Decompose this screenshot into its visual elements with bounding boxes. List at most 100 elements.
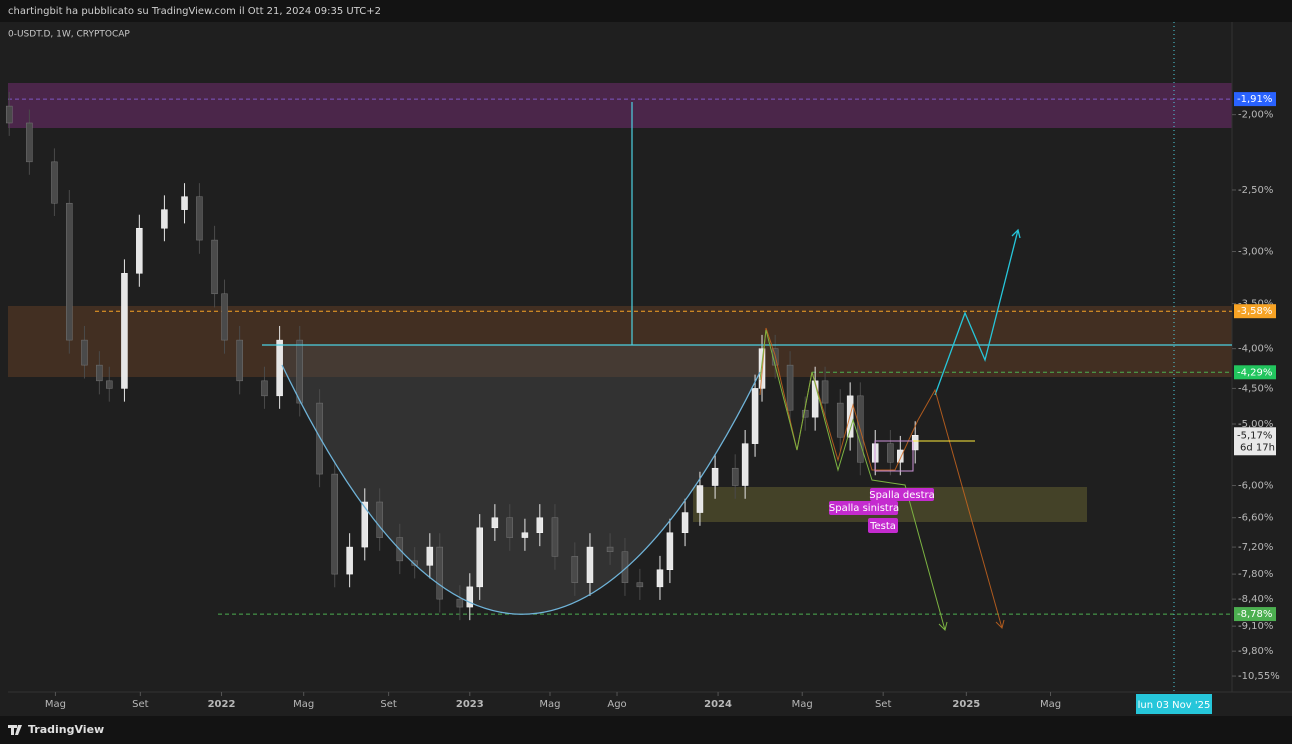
candle-body — [681, 512, 689, 533]
candle-body — [466, 586, 474, 608]
x-tick-label: Mag — [45, 699, 66, 710]
candle-body — [551, 517, 559, 557]
candle-body — [476, 527, 483, 588]
annotation-box — [829, 501, 898, 515]
candle-body — [821, 380, 829, 404]
countdown: 6d 17h — [1240, 442, 1275, 453]
y-tick-label: -4,50% — [1238, 383, 1273, 394]
candle-body — [316, 402, 323, 475]
header-bar — [0, 0, 1292, 22]
candle-body — [521, 532, 529, 538]
x-tick-label: Set — [380, 699, 397, 710]
price-label-box — [1234, 304, 1276, 319]
x-tick-label: Ago — [607, 699, 626, 710]
y-tick-label: -10,55% — [1238, 671, 1280, 682]
candle-body — [436, 546, 444, 600]
price-label-box — [1234, 92, 1276, 107]
target-arrow — [934, 228, 1021, 396]
candle-body — [81, 339, 88, 366]
candle-body — [181, 196, 188, 210]
y-tick-label: -2,00% — [1238, 110, 1273, 121]
y-tick-label: -7,20% — [1238, 542, 1273, 553]
x-tick-label: Set — [875, 699, 892, 710]
zone — [8, 306, 1232, 377]
candle-body — [666, 532, 674, 571]
candle-body — [261, 380, 268, 397]
candle-body — [456, 598, 464, 608]
y-tick-label: -6,60% — [1238, 513, 1273, 524]
y-tick-label: -3,50% — [1238, 299, 1273, 310]
candle-body — [636, 582, 644, 588]
logo[interactable]: TradingView — [28, 723, 104, 736]
candle-body — [26, 122, 33, 163]
candle-body — [106, 380, 113, 389]
candle-body — [696, 485, 704, 513]
candle-body — [786, 364, 794, 411]
candle-body — [236, 339, 243, 382]
candle-body — [491, 517, 499, 529]
y-tick-label: -6,00% — [1238, 481, 1273, 492]
candle-body — [751, 388, 759, 444]
candle-body — [731, 467, 739, 486]
candle-body — [811, 380, 819, 418]
candle-body — [571, 556, 579, 583]
logo-icon — [8, 725, 22, 735]
y-tick-label: -8,40% — [1238, 594, 1273, 605]
annotation: Spalla destra — [869, 490, 935, 501]
candle-body — [376, 501, 383, 538]
candle-body — [656, 569, 664, 588]
price-label-box — [1234, 607, 1276, 622]
candle-body — [221, 293, 228, 341]
candle-body — [346, 546, 353, 575]
candle-body — [621, 551, 629, 583]
annotations: Spalla destra Spalla sinistra Testa lun … — [829, 488, 1212, 714]
price-label: -8,78% — [1237, 609, 1272, 620]
candle-body — [606, 546, 614, 552]
x-tick-label: Set — [132, 699, 149, 710]
annotation-box — [868, 518, 898, 533]
candle-body — [536, 517, 544, 533]
candle-body — [51, 161, 58, 204]
x-tick-label: 2022 — [208, 699, 236, 710]
x-tick-label: Mag — [293, 699, 314, 710]
candle-body — [276, 339, 283, 397]
price-label: -4,29% — [1237, 367, 1272, 378]
symbol: 0-USDT.D, 1W, CRYPTOCAP — [8, 30, 130, 40]
current-label-box — [1234, 427, 1276, 456]
candle-body — [361, 501, 369, 548]
candle-body — [586, 546, 594, 583]
y-tick-label: -2,50% — [1238, 185, 1273, 196]
y-tick-label: -9,80% — [1238, 646, 1273, 657]
price-label: -1,91% — [1237, 94, 1272, 105]
candle-body — [741, 443, 749, 486]
candle-body — [136, 227, 143, 274]
footer-bar — [0, 716, 1292, 744]
candle-body — [426, 546, 434, 566]
x-tick-label: 2025 — [952, 699, 980, 710]
candle-body — [161, 209, 168, 229]
candle-body — [296, 339, 303, 404]
candle-body — [121, 273, 128, 389]
candle-body — [836, 402, 844, 438]
zone — [8, 83, 1232, 128]
candle-body — [411, 560, 418, 566]
crosshair-label: lun 03 Nov '25 — [1138, 700, 1211, 711]
candle-body — [196, 196, 203, 241]
candle-body — [711, 467, 719, 486]
candle-body — [211, 239, 218, 295]
candle-body — [897, 449, 904, 463]
plot: -2,00% -2,50% -3,00% -3,50% -4,00% -4,50% -5,0… — [5, 91, 1280, 710]
candle-body — [506, 517, 514, 538]
pattern-box — [874, 440, 914, 472]
header-text: chartingbit ha pubblicato su TradingView… — [8, 6, 381, 17]
drawings — [262, 22, 1232, 692]
x-tick-label: 2023 — [456, 699, 484, 710]
candle-body — [331, 473, 338, 575]
x-tick-label: Mag — [539, 699, 560, 710]
y-tick-label: -9,10% — [1238, 621, 1273, 632]
candle-body — [801, 409, 809, 418]
candle-body — [96, 364, 103, 382]
crosshair-label-box — [1136, 694, 1212, 714]
annotation-box — [870, 488, 934, 501]
